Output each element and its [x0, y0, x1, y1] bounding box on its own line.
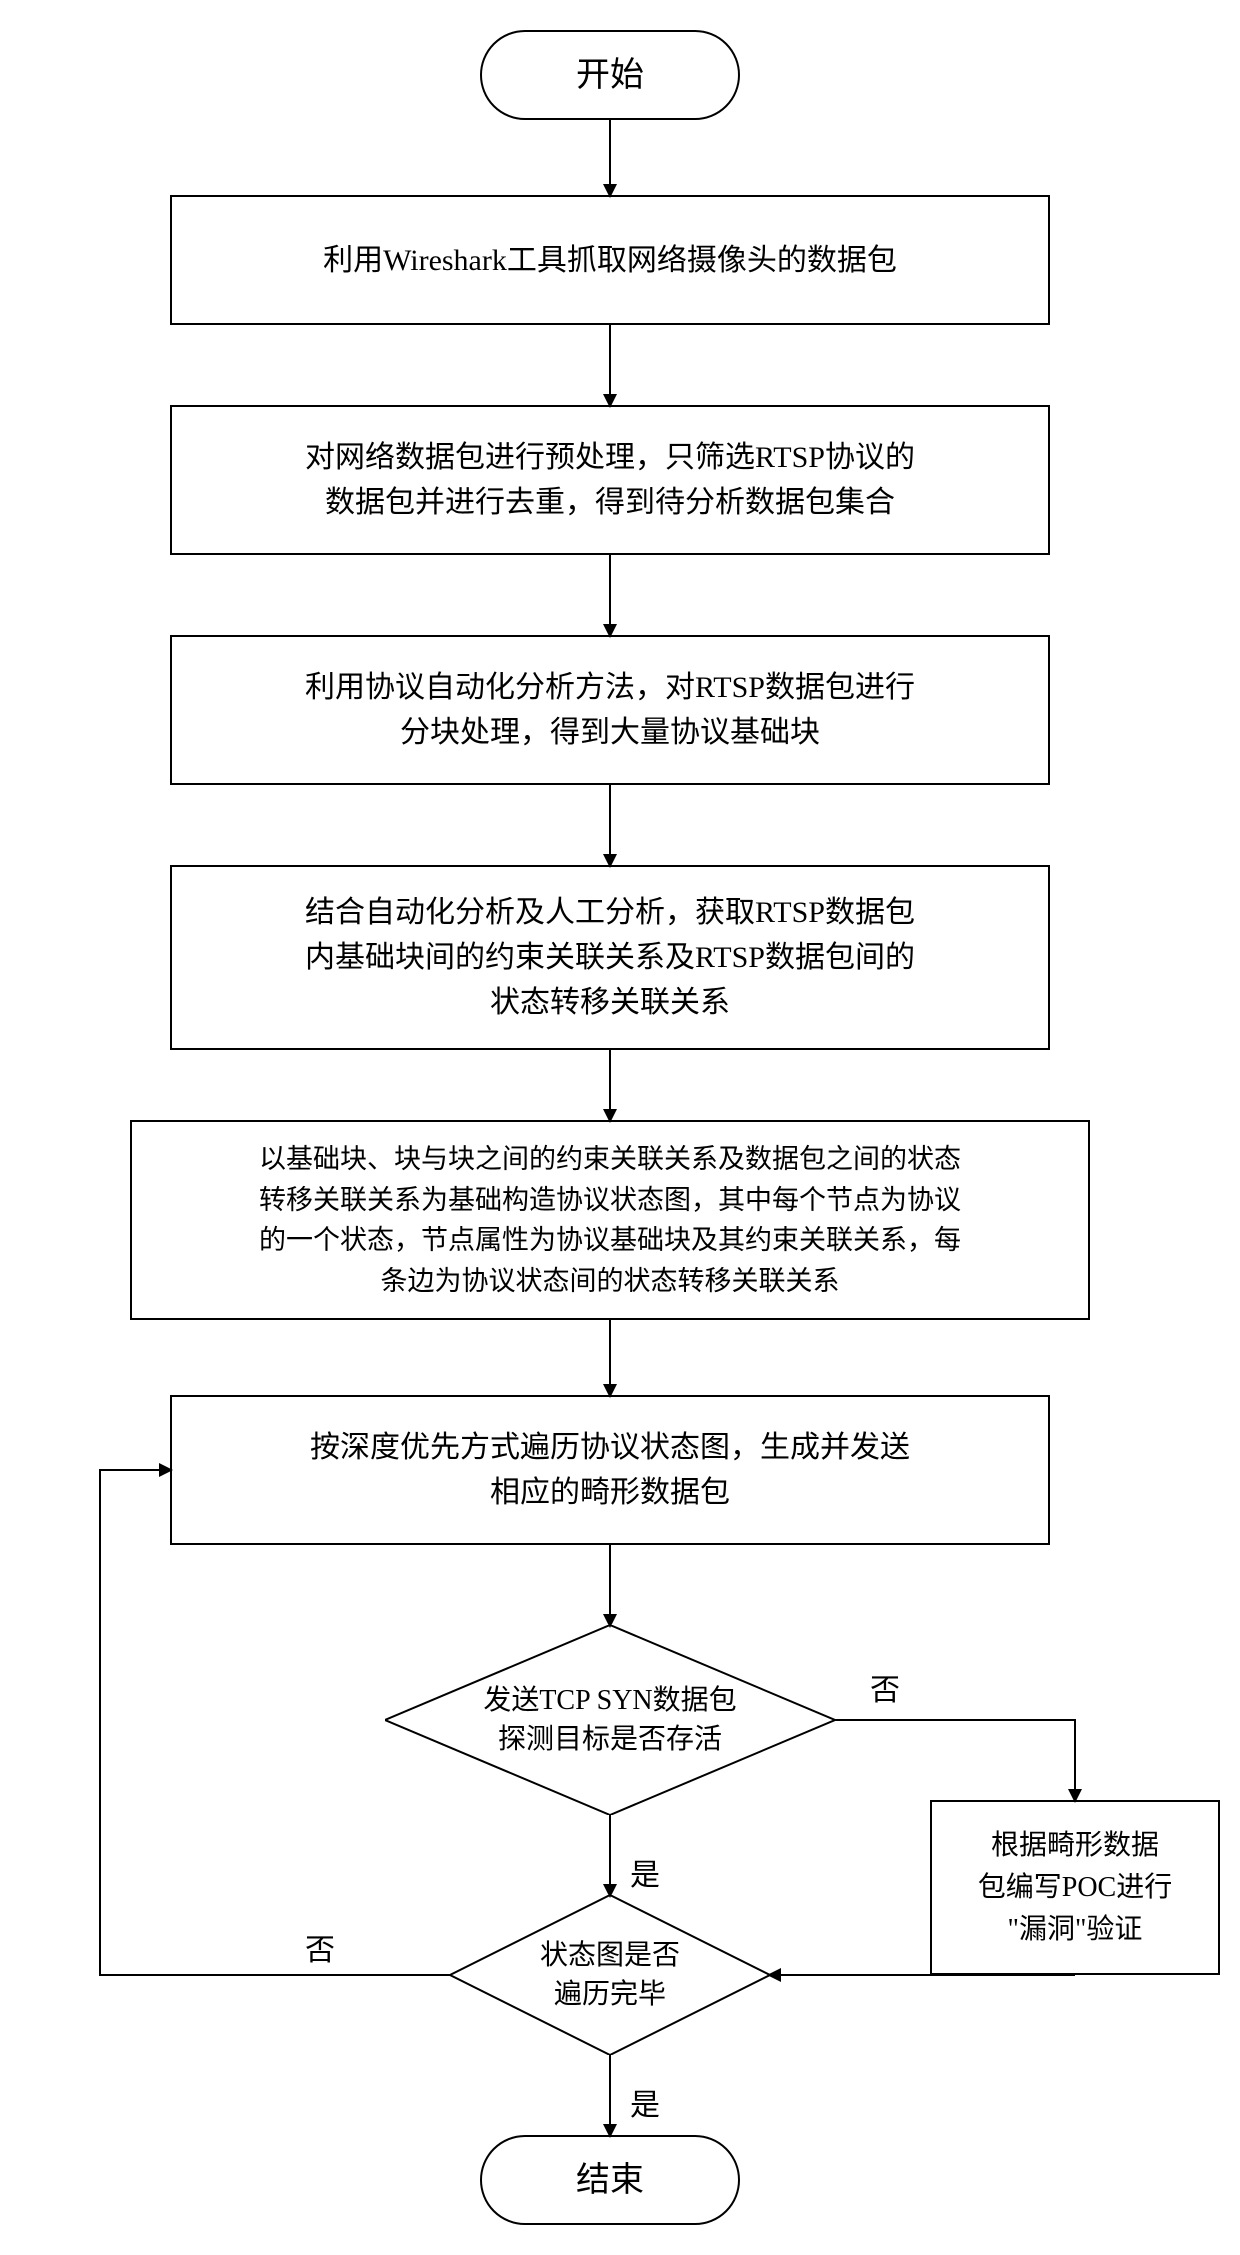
d1-yes-label: 是: [630, 1850, 660, 1894]
decision-2: 状态图是否 遍历完毕: [450, 1895, 770, 2055]
step-3-text: 利用协议自动化分析方法，对RTSP数据包进行 分块处理，得到大量协议基础块: [305, 665, 915, 755]
step-5-text: 以基础块、块与块之间的约束关联关系及数据包之间的状态 转移关联关系为基础构造协议…: [259, 1139, 961, 1301]
end-node: 结束: [480, 2135, 740, 2225]
start-label: 开始: [576, 50, 644, 101]
d1-no-label: 否: [870, 1665, 900, 1709]
step-1-text: 利用Wireshark工具抓取网络摄像头的数据包: [323, 238, 897, 283]
step-1: 利用Wireshark工具抓取网络摄像头的数据包: [170, 195, 1050, 325]
step-6: 按深度优先方式遍历协议状态图，生成并发送 相应的畸形数据包: [170, 1395, 1050, 1545]
step-2-text: 对网络数据包进行预处理，只筛选RTSP协议的 数据包并进行去重，得到待分析数据包…: [305, 435, 915, 525]
step-3: 利用协议自动化分析方法，对RTSP数据包进行 分块处理，得到大量协议基础块: [170, 635, 1050, 785]
decision-1: 发送TCP SYN数据包 探测目标是否存活: [385, 1625, 835, 1815]
decision-2-text: 状态图是否 遍历完毕: [540, 1936, 680, 2014]
step-6-text: 按深度优先方式遍历协议状态图，生成并发送 相应的畸形数据包: [310, 1425, 910, 1515]
decision-1-text: 发送TCP SYN数据包 探测目标是否存活: [483, 1681, 736, 1759]
step-5: 以基础块、块与块之间的约束关联关系及数据包之间的状态 转移关联关系为基础构造协议…: [130, 1120, 1090, 1320]
start-node: 开始: [480, 30, 740, 120]
step-4: 结合自动化分析及人工分析，获取RTSP数据包 内基础块间的约束关联关系及RTSP…: [170, 865, 1050, 1050]
end-label: 结束: [576, 2155, 644, 2206]
poc-step: 根据畸形数据 包编写POC进行 "漏洞"验证: [930, 1800, 1220, 1975]
poc-step-text: 根据畸形数据 包编写POC进行 "漏洞"验证: [978, 1825, 1172, 1951]
step-2: 对网络数据包进行预处理，只筛选RTSP协议的 数据包并进行去重，得到待分析数据包…: [170, 405, 1050, 555]
d2-no-label: 否: [305, 1925, 335, 1969]
step-4-text: 结合自动化分析及人工分析，获取RTSP数据包 内基础块间的约束关联关系及RTSP…: [305, 890, 915, 1025]
d2-yes-label: 是: [630, 2080, 660, 2124]
